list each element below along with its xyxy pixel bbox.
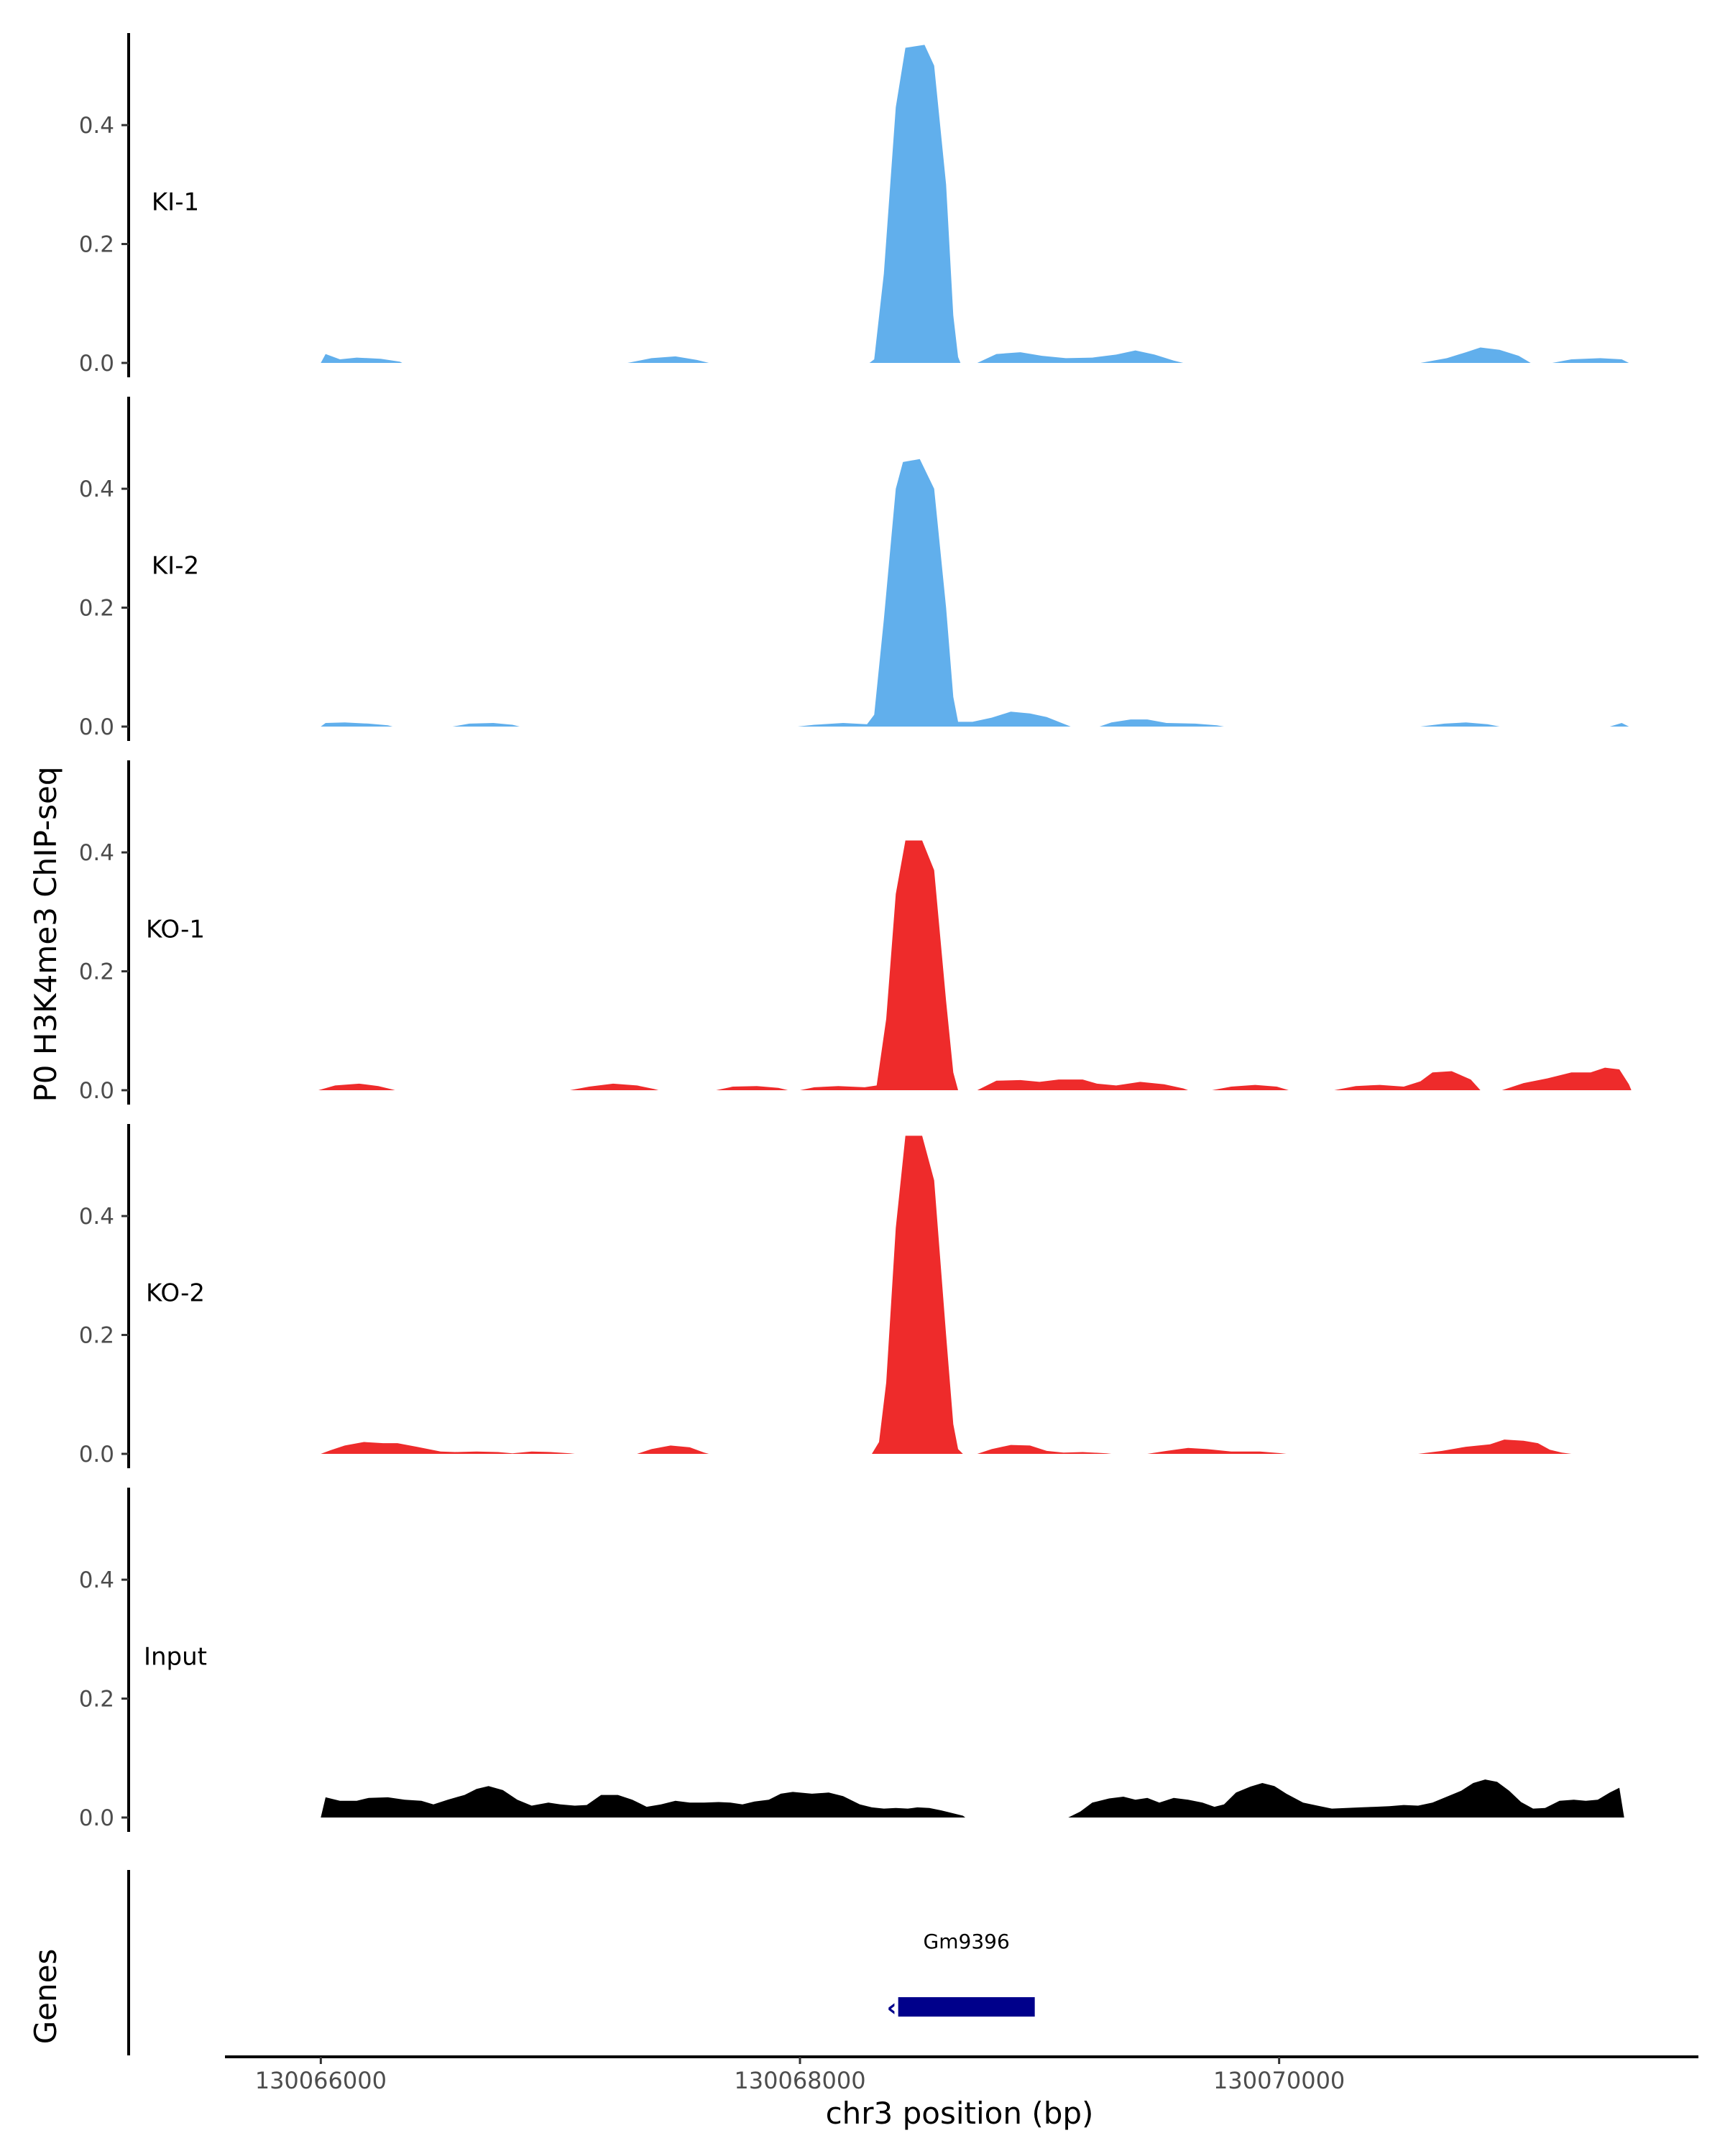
signal-area — [1334, 1071, 1481, 1090]
y-tick-label: 0.4 — [79, 113, 114, 139]
x-tick-label: 130068000 — [734, 2067, 865, 2094]
signal-area — [627, 356, 709, 363]
track-4: 0.0 0.2 0.4 Input — [79, 1488, 1624, 1832]
x-tick-label: 130070000 — [1213, 2067, 1345, 2094]
signal-area — [1068, 1779, 1624, 1818]
signal-area — [318, 1083, 395, 1090]
y-tick-label: 0.4 — [79, 1567, 114, 1593]
signal-area — [977, 1445, 1112, 1454]
signal-area — [321, 1786, 965, 1818]
y-tick-label: 0.2 — [79, 959, 114, 985]
y-tick-label: 0.0 — [79, 714, 114, 740]
signal-area — [637, 1445, 709, 1454]
y-tick-label: 0.4 — [79, 840, 114, 866]
signal-area — [1212, 1084, 1289, 1090]
signal-area — [1099, 719, 1224, 727]
gene-name-label: Gm9396 — [924, 1930, 1010, 1953]
signal-area — [452, 723, 520, 727]
gene-strand-arrow: ‹ — [887, 1994, 897, 2022]
signal-area — [1552, 358, 1629, 363]
track-1: 0.0 0.2 0.4 KI-2 — [79, 397, 1629, 741]
track-2: 0.0 0.2 0.4 KO-1 — [79, 760, 1632, 1105]
signal-area — [321, 1442, 575, 1454]
signal-area — [977, 1079, 1188, 1090]
y-tick-label: 0.0 — [79, 1442, 114, 1468]
y-tick-label: 0.0 — [79, 1078, 114, 1104]
track-name-label: KI-1 — [152, 188, 199, 217]
track-0: 0.0 0.2 0.4 KI-1 — [79, 33, 1629, 377]
track-name-label: KO-2 — [146, 1279, 205, 1308]
y-tick-label: 0.2 — [79, 1687, 114, 1713]
signal-area — [570, 1083, 659, 1090]
signal-area — [1609, 723, 1629, 727]
signal-area — [800, 840, 958, 1090]
x-axis: 130066000 130068000 130070000 — [225, 2055, 1698, 2094]
genes-track-label: Genes — [28, 1949, 63, 2045]
y-tick-label: 0.2 — [79, 232, 114, 258]
signal-area — [321, 722, 393, 727]
track-name-label: KI-2 — [152, 552, 199, 581]
signal-area — [1501, 1067, 1632, 1090]
genes-track: Genes ‹ Gm9396 — [28, 1870, 1035, 2055]
y-tick-label: 0.0 — [79, 351, 114, 377]
signal-area — [797, 459, 1071, 727]
x-tick-label: 130066000 — [255, 2067, 387, 2094]
signal-area — [977, 350, 1184, 363]
signal-area — [1420, 347, 1531, 363]
y-tick-label: 0.4 — [79, 476, 114, 502]
signal-area — [321, 354, 402, 363]
y-axis-title: P0 H3K4me3 ChIP-seq — [28, 766, 63, 1102]
gene-body — [898, 1997, 1035, 2017]
signal-area — [716, 1086, 788, 1090]
y-tick-label: 0.0 — [79, 1805, 114, 1831]
tracks-layer: 0.00.20.4KI-10.00.20.4KI-20.00.20.4KO-10… — [79, 33, 1632, 1832]
track-name-label: Input — [144, 1643, 207, 1672]
y-tick-label: 0.2 — [79, 1323, 114, 1349]
y-tick-label: 0.4 — [79, 1204, 114, 1230]
signal-area — [869, 45, 961, 364]
signal-area — [872, 1135, 963, 1454]
x-axis-title: chr3 position (bp) — [826, 2096, 1094, 2131]
y-tick-label: 0.2 — [79, 596, 114, 622]
track-3: 0.0 0.2 0.4 KO-2 — [79, 1124, 1572, 1468]
track-name-label: KO-1 — [146, 916, 205, 944]
signal-area — [1418, 1439, 1572, 1454]
signal-area — [1147, 1447, 1287, 1454]
signal-area — [1420, 722, 1500, 727]
